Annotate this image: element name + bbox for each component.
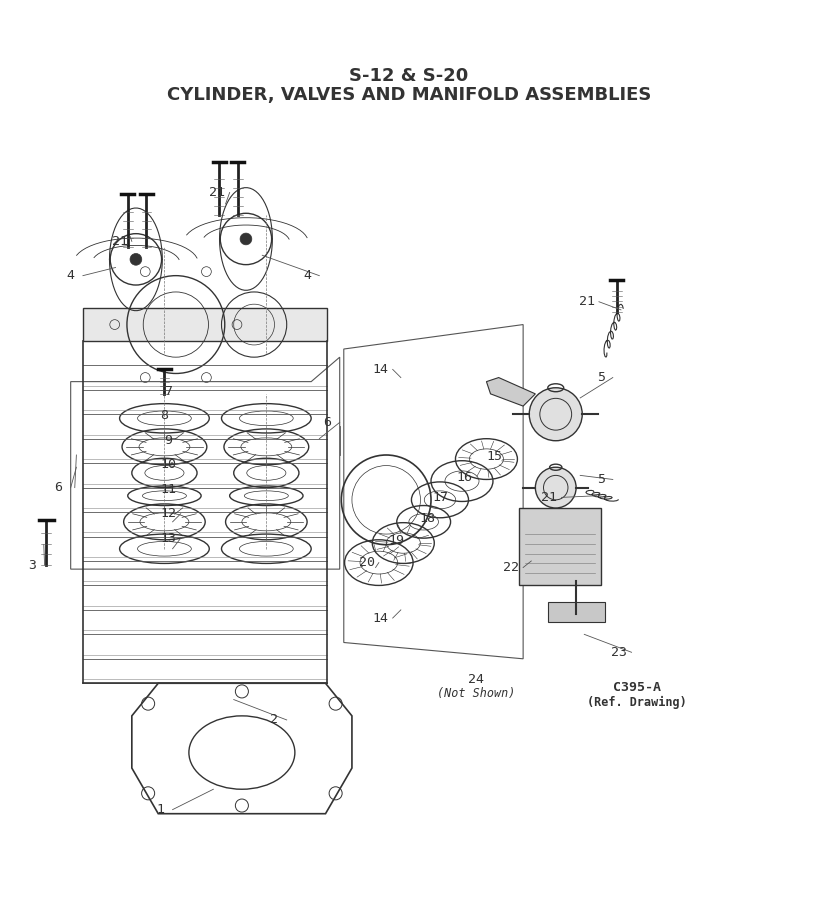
- FancyBboxPatch shape: [83, 308, 327, 341]
- Text: 2: 2: [271, 713, 278, 726]
- Text: 14: 14: [372, 612, 389, 624]
- Text: 23: 23: [611, 646, 627, 659]
- Text: 4: 4: [303, 269, 311, 282]
- Circle shape: [529, 388, 582, 440]
- Text: 21: 21: [542, 490, 557, 504]
- Text: 21: 21: [209, 186, 226, 199]
- Text: 11: 11: [160, 482, 177, 496]
- Circle shape: [240, 233, 252, 245]
- Text: 3: 3: [29, 559, 36, 571]
- Circle shape: [535, 467, 576, 508]
- Text: 1: 1: [156, 804, 164, 816]
- Text: 18: 18: [419, 512, 435, 525]
- Text: 20: 20: [358, 556, 375, 569]
- Text: 22: 22: [503, 561, 519, 574]
- Text: C395-A: C395-A: [614, 681, 661, 693]
- FancyBboxPatch shape: [519, 508, 600, 585]
- Text: CYLINDER, VALVES AND MANIFOLD ASSEMBLIES: CYLINDER, VALVES AND MANIFOLD ASSEMBLIES: [167, 86, 651, 104]
- Text: 21: 21: [111, 235, 128, 248]
- Text: 9: 9: [164, 434, 173, 447]
- Text: (Ref. Drawing): (Ref. Drawing): [587, 696, 687, 710]
- Text: (Not Shown): (Not Shown): [437, 686, 515, 700]
- Text: 16: 16: [456, 471, 473, 484]
- Text: 15: 15: [487, 450, 502, 463]
- Text: 24: 24: [468, 672, 484, 686]
- Text: 8: 8: [160, 410, 169, 422]
- Text: 12: 12: [160, 507, 177, 521]
- Text: 5: 5: [596, 371, 605, 384]
- Text: 14: 14: [372, 363, 389, 376]
- Text: S-12 & S-20: S-12 & S-20: [349, 67, 469, 85]
- Text: 5: 5: [596, 473, 605, 486]
- Text: 19: 19: [389, 534, 405, 547]
- Text: 21: 21: [578, 295, 595, 308]
- FancyBboxPatch shape: [547, 602, 605, 622]
- Text: 4: 4: [67, 269, 74, 282]
- Text: 13: 13: [160, 531, 177, 545]
- Text: 10: 10: [160, 459, 177, 471]
- Polygon shape: [487, 378, 535, 406]
- Circle shape: [130, 254, 142, 265]
- Text: 6: 6: [323, 416, 331, 429]
- Text: 17: 17: [432, 490, 448, 504]
- Text: 6: 6: [55, 481, 62, 494]
- Text: 7: 7: [164, 385, 173, 398]
